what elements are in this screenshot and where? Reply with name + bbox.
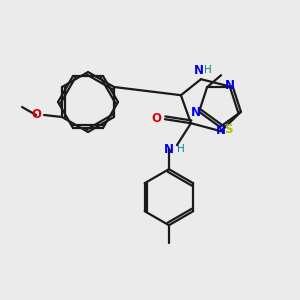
- Text: O: O: [151, 112, 161, 125]
- Text: H: H: [177, 144, 185, 154]
- Text: N: N: [194, 64, 204, 77]
- Text: N: N: [164, 143, 174, 156]
- Text: N: N: [191, 106, 201, 119]
- Text: H: H: [204, 65, 212, 75]
- Text: O: O: [31, 109, 41, 122]
- Text: N: N: [225, 79, 235, 92]
- Text: N: N: [216, 124, 226, 137]
- Text: S: S: [224, 123, 232, 136]
